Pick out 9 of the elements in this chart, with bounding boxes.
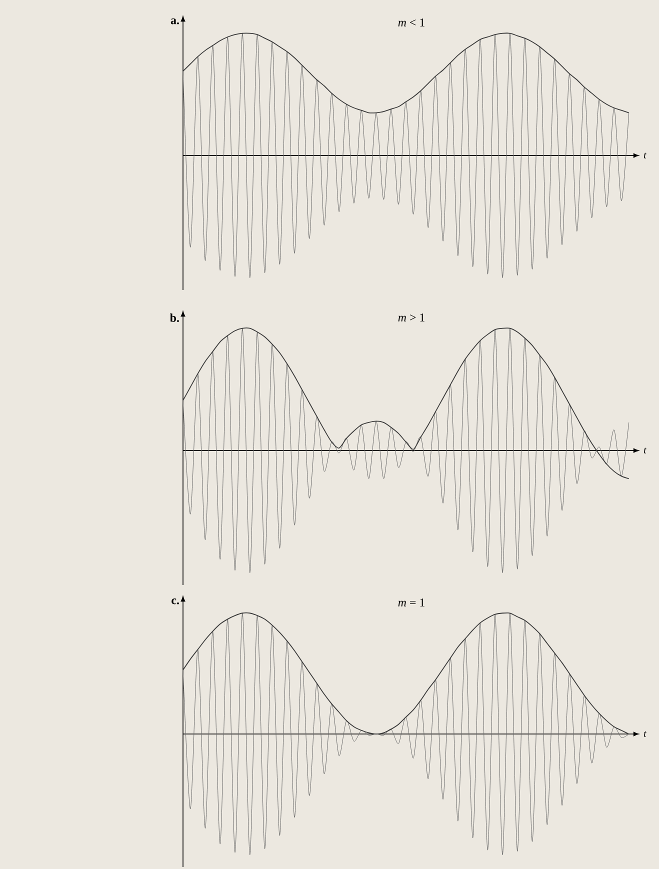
chart-subtitle: m = 1	[398, 598, 424, 606]
x-axis-title: t	[644, 448, 646, 454]
chart-title: a.	[170, 18, 179, 24]
chart-title: b.	[170, 314, 179, 322]
x-axis-title: t	[644, 731, 646, 737]
x-axis-title: t	[644, 152, 646, 158]
chart-title: c.	[172, 598, 179, 604]
chart-subtitle: m < 1	[398, 18, 424, 26]
chart-subtitle: m > 1	[398, 314, 424, 322]
